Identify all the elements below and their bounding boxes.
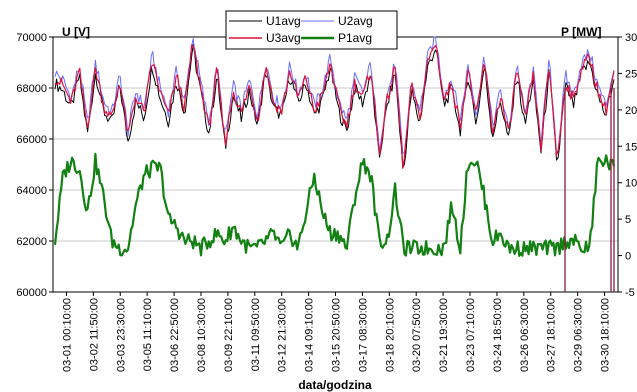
right-tick-label: 10 [625,178,637,190]
x-tick-label: 03-11 09:50:00 [250,298,262,371]
right-tick-label: 30 [625,32,637,44]
x-axis-ticks: 03-01 00:10:00 03-02 11:50:00 03-03 23:30:… [61,292,612,372]
right-tick-label: -5 [625,287,635,299]
legend-box [225,10,398,50]
left-axis-title: U [V] [62,25,90,39]
left-tick-label: 70000 [16,32,47,44]
right-tick-label: 0 [625,251,631,263]
x-tick-label: 03-03 23:30:00 [115,298,127,372]
x-tick-label: 03-30 18:10:00 [600,298,612,372]
x-tick-label: 03-17 08:30:00 [357,298,369,372]
x-tick-label: 03-18 20:10:00 [384,298,396,372]
x-tick-label: 03-09 22:10:00 [223,298,235,372]
x-tick-label: 03-21 19:30:00 [438,298,450,372]
left-tick-label: 60000 [16,287,47,299]
right-axis-title: P [MW] [561,25,601,39]
legend-label-p1avg: P1avg [338,31,372,45]
x-tick-label: 03-08 10:30:00 [196,298,208,372]
x-tick-label: 03-12 21:30:00 [277,298,289,372]
series-line-p1avg [53,152,616,257]
x-tick-label: 03-01 00:10:00 [61,298,73,372]
right-y-axis-ticks: -5 0 5 10 15 20 25 30 [618,32,637,299]
right-tick-label: 5 [625,214,631,226]
x-axis-title: data/godzina [298,378,372,392]
x-tick-label: 03-26 06:30:00 [519,298,531,372]
x-tick-label: 03-02 11:50:00 [88,298,100,371]
legend-label-u2avg: U2avg [338,14,373,28]
x-tick-label: 03-06 22:50:00 [169,298,181,372]
series-line-u2avg [54,36,615,154]
x-tick-label: 03-27 18:10:00 [546,298,558,372]
left-tick-label: 68000 [16,83,47,95]
left-tick-label: 66000 [16,134,47,146]
x-tick-label: 03-14 09:10:00 [304,298,316,372]
legend-label-u1avg: U1avg [266,14,301,28]
x-tick-label: 03-15 20:50:00 [331,298,343,372]
series-line-u3avg [54,44,615,169]
left-tick-label: 62000 [16,236,47,248]
right-tick-label: 25 [625,68,637,80]
legend-label-u3avg: U3avg [266,31,301,45]
x-tick-label: 03-24 18:50:00 [492,298,504,372]
x-tick-label: 03-20 07:50:00 [411,298,423,372]
left-tick-label: 64000 [16,185,47,197]
series-line-u1avg [54,43,615,169]
right-tick-label: 15 [625,141,637,153]
x-tick-label: 03-05 11:10:00 [142,298,154,371]
x-tick-label: 03-23 07:10:00 [465,298,477,372]
left-y-axis-ticks: 60000 62000 64000 66000 68000 70000 [16,32,53,299]
x-tick-label: 03-29 06:30:00 [573,298,585,372]
series-lines [53,36,616,292]
legend: U1avg U2avg U3avg P1avg [225,10,398,50]
right-tick-label: 20 [625,105,637,117]
